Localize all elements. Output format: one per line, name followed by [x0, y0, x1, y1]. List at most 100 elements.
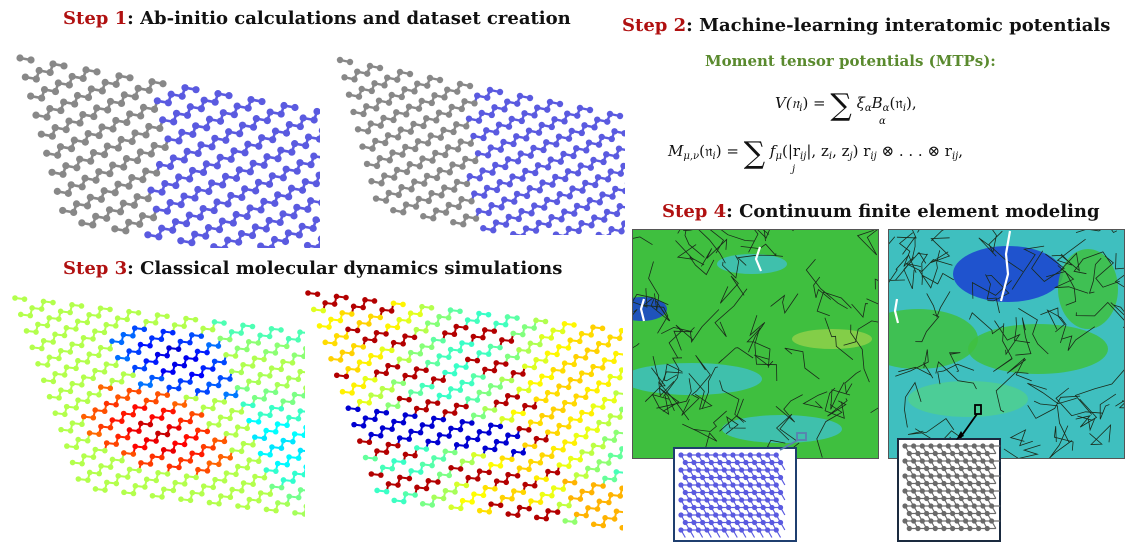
atom: [143, 397, 150, 404]
atom: [609, 193, 616, 200]
atom: [915, 450, 921, 457]
atom: [543, 515, 550, 522]
atom: [366, 321, 372, 327]
atom: [594, 174, 602, 181]
atom: [704, 482, 710, 488]
atom: [561, 118, 568, 125]
step3-text: : Classical molecular dynamics simulatio…: [127, 258, 563, 279]
atom: [381, 172, 388, 179]
atom: [445, 314, 452, 321]
atom: [615, 145, 623, 152]
atom: [389, 465, 396, 472]
atom: [514, 100, 521, 107]
atom: [161, 179, 169, 188]
atom: [126, 427, 133, 433]
atom: [482, 366, 488, 373]
atom: [519, 331, 526, 338]
atom: [56, 355, 62, 362]
grain-boundary: [1014, 317, 1030, 344]
eq2-f-sub: μ: [775, 151, 782, 162]
atom: [363, 103, 370, 110]
atom: [550, 445, 557, 452]
atom: [484, 152, 492, 159]
atom: [485, 311, 492, 318]
atom: [295, 455, 302, 461]
atom: [481, 327, 488, 333]
atom: [906, 510, 912, 517]
atom: [550, 406, 557, 412]
atom: [227, 415, 233, 422]
atom: [221, 438, 228, 445]
atom: [180, 192, 188, 200]
atom: [345, 326, 351, 333]
atom: [35, 321, 41, 328]
atom: [286, 493, 293, 500]
atom: [116, 208, 125, 216]
atom: [96, 470, 103, 477]
atom: [166, 424, 173, 430]
atom: [682, 459, 688, 466]
atom: [343, 294, 349, 301]
atom: [164, 392, 171, 398]
atom: [760, 519, 766, 526]
atom: [726, 459, 732, 466]
atom: [112, 323, 119, 329]
atom: [950, 510, 956, 517]
atom: [379, 306, 385, 313]
atom: [84, 319, 91, 326]
atom: [126, 74, 134, 82]
atom: [90, 375, 96, 382]
atom: [103, 321, 110, 328]
atom: [533, 475, 540, 481]
atom: [109, 161, 117, 169]
atom: [984, 525, 990, 532]
atom: [734, 489, 740, 496]
atom: [558, 216, 565, 223]
atom: [314, 243, 320, 248]
atom: [467, 140, 474, 147]
atom: [911, 443, 917, 449]
atom: [442, 330, 448, 336]
atom: [130, 490, 137, 497]
atom: [255, 379, 262, 386]
atom: [57, 308, 64, 315]
atom: [35, 66, 43, 75]
atom: [144, 231, 152, 239]
atom: [396, 435, 403, 441]
grain-boundary: [688, 373, 713, 410]
grain-boundary: [1075, 398, 1098, 428]
atom: [388, 308, 395, 314]
atom: [368, 352, 374, 359]
atom: [932, 450, 938, 457]
grain-boundary: [632, 309, 638, 317]
atom: [586, 106, 594, 114]
atom: [406, 357, 412, 364]
grain-boundary: [718, 347, 754, 364]
atom: [691, 504, 697, 511]
atom: [236, 130, 244, 138]
atom: [183, 473, 190, 480]
atom: [458, 196, 465, 203]
atom: [511, 198, 518, 205]
atom: [474, 92, 481, 99]
atom: [78, 303, 85, 309]
grain-boundary: [1009, 429, 1033, 447]
atom: [372, 195, 380, 202]
grain-boundary: [1055, 387, 1103, 417]
atom: [345, 405, 352, 411]
atom: [101, 408, 108, 415]
atom: [215, 382, 222, 389]
atom: [235, 166, 243, 174]
atom: [474, 318, 480, 324]
atom: [726, 474, 732, 481]
atom: [980, 458, 986, 464]
grain-boundary: [827, 398, 848, 417]
atom: [743, 459, 749, 466]
atom: [583, 433, 589, 440]
atom: [463, 443, 470, 449]
atom: [556, 462, 563, 468]
atom: [238, 409, 245, 415]
atom: [399, 151, 406, 158]
atom: [454, 146, 462, 153]
lattice-group: [305, 290, 623, 531]
